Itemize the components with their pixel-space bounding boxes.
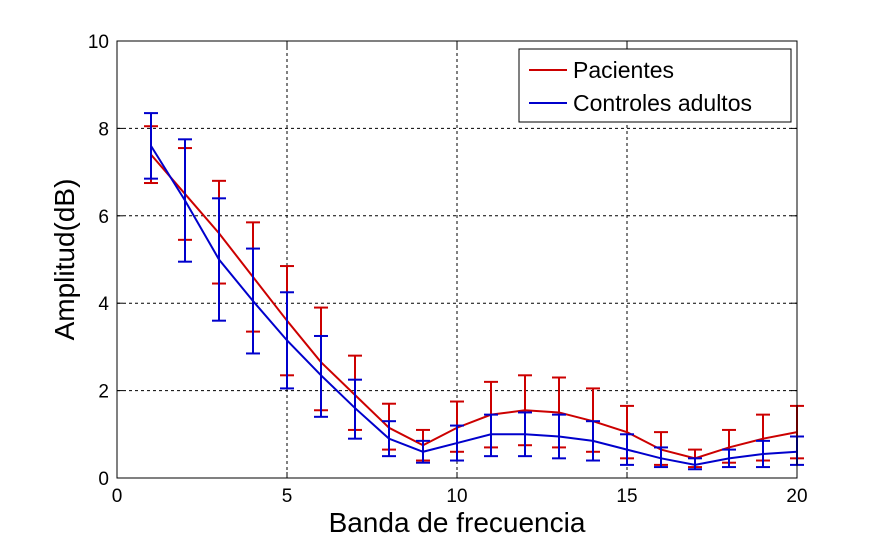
- x-tick-label: 0: [112, 486, 123, 507]
- series-controles-adultos: [144, 112, 804, 471]
- y-tick-label: 8: [98, 119, 109, 140]
- y-tick-label: 4: [98, 294, 109, 315]
- legend: Pacientes Controles adultos: [518, 48, 792, 123]
- series-layer: [144, 112, 804, 471]
- y-tick-label: 0: [98, 469, 109, 490]
- series-line-controles-adultos: [150, 145, 798, 466]
- y-tick-label: 6: [98, 207, 109, 228]
- axes-ticks: 0 5 10 15 20 0 2 4 6 8 10: [88, 32, 808, 507]
- x-tick-label: 5: [282, 486, 293, 507]
- legend-label-pacientes: Pacientes: [573, 57, 674, 83]
- error-bar: [484, 413, 498, 458]
- x-tick-label: 15: [616, 486, 637, 507]
- x-tick-label: 20: [786, 486, 807, 507]
- y-tick-label: 10: [88, 32, 109, 53]
- x-axis-label: Banda de frecuencia: [329, 507, 586, 538]
- y-tick-label: 2: [98, 382, 109, 403]
- series-line-pacientes: [150, 153, 798, 460]
- x-tick-label: 10: [446, 486, 467, 507]
- legend-label-controles-adultos: Controles adultos: [573, 90, 752, 116]
- error-bar: [688, 457, 702, 471]
- y-axis-label: Amplitud(dB): [49, 179, 80, 341]
- error-bar: [654, 446, 668, 469]
- legend-box: [518, 48, 792, 123]
